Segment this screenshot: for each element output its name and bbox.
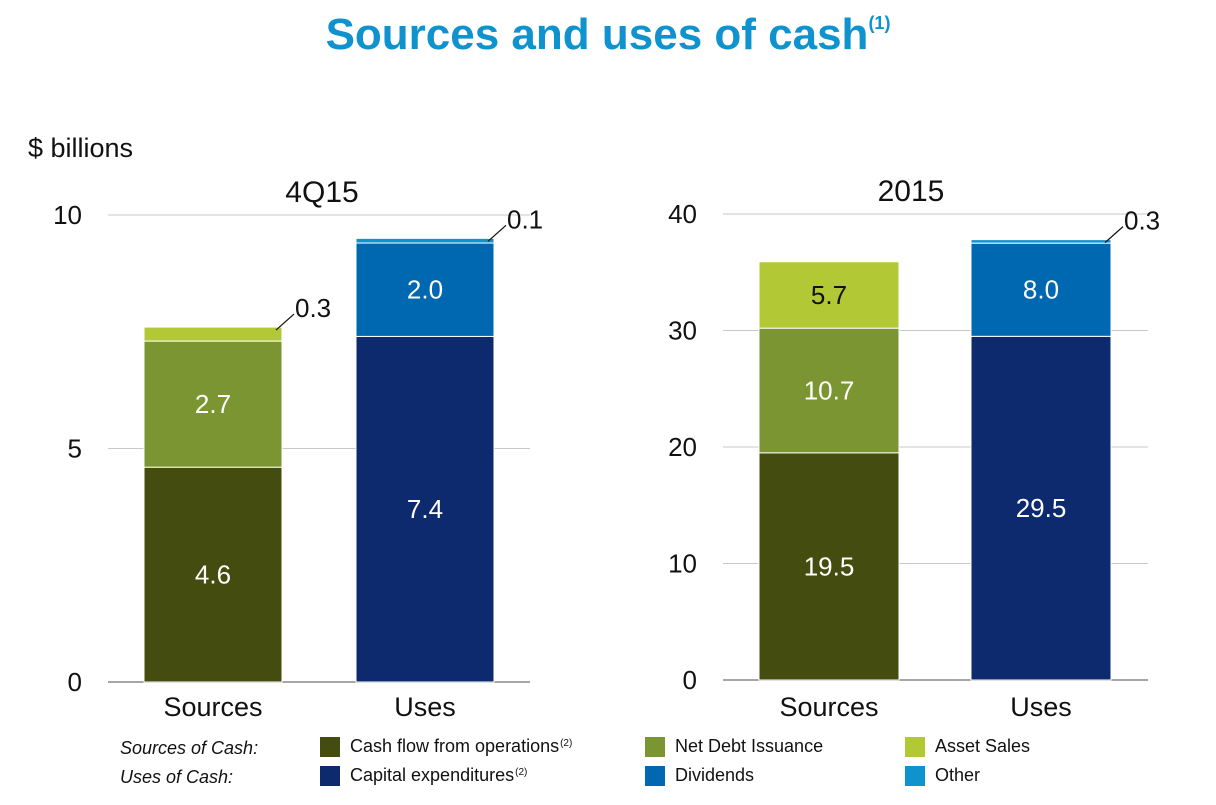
- bar-segment-net-debt-issuance: [143, 340, 283, 468]
- legend-uses-label: Uses of Cash:: [120, 767, 234, 787]
- y-tick-label: 10: [668, 549, 697, 579]
- data-label: 2.0: [407, 275, 443, 305]
- title-text: Sources and uses of cash: [325, 10, 869, 59]
- legend-swatch-icon: [320, 765, 340, 786]
- legend-label: Capital expenditures: [350, 765, 515, 785]
- category-label: Sources: [163, 692, 262, 722]
- callout-leader-line: [1104, 226, 1124, 244]
- bar-segment-dividends: [970, 242, 1112, 337]
- data-label: 10.7: [804, 375, 855, 405]
- bar-segment-asset-sales: [758, 261, 900, 329]
- legend-label: Net Debt Issuance: [675, 736, 824, 756]
- legend-label: Asset Sales: [935, 736, 1031, 756]
- category-label: Uses: [394, 692, 456, 722]
- y-tick-label: 40: [668, 199, 697, 229]
- legend-item-capital-expenditures: Capital expenditures (2): [320, 765, 527, 786]
- units-label: $ billions: [28, 133, 134, 163]
- legend-swatch-icon: [905, 736, 925, 757]
- legend-label: Other: [935, 765, 981, 785]
- data-label: 4.6: [195, 560, 231, 590]
- legend-label: Cash flow from operations: [350, 736, 560, 756]
- data-label: 5.7: [811, 280, 847, 310]
- data-label: 7.4: [407, 494, 443, 524]
- legend-item-net-debt-issuance: Net Debt Issuance: [645, 736, 823, 757]
- bar-segment-other: [355, 237, 495, 244]
- y-tick-label: 5: [68, 434, 82, 464]
- data-label: 0.1: [507, 204, 543, 234]
- data-label: 8.0: [1023, 275, 1059, 305]
- bar-segment-dividends: [355, 242, 495, 337]
- legend-item-asset-sales: Asset Sales: [905, 736, 1030, 757]
- bar-segment-other: [970, 239, 1112, 244]
- legend-swatch-icon: [320, 736, 340, 757]
- chart-title: 2015: [878, 175, 945, 208]
- category-label: Uses: [1010, 692, 1072, 722]
- chart-title: 4Q15: [285, 176, 358, 209]
- page-title: Sources and uses of cash(1): [0, 10, 1216, 60]
- legend-footnote: (2): [515, 767, 528, 778]
- category-label: Sources: [779, 692, 878, 722]
- y-tick-label: 10: [53, 200, 82, 230]
- data-label: 29.5: [1016, 493, 1067, 523]
- legend-swatch-icon: [905, 765, 925, 786]
- legend-label: Dividends: [675, 765, 755, 785]
- bar-segment-cash-flow-from-operations: [143, 466, 283, 683]
- legend-swatch-icon: [645, 765, 665, 786]
- legend-footnote: (2): [560, 738, 573, 749]
- data-label: 0.3: [295, 293, 331, 323]
- bar-segment-asset-sales: [143, 326, 283, 342]
- data-label: 0.3: [1124, 206, 1160, 236]
- y-tick-label: 0: [68, 667, 82, 697]
- bar-segment-cash-flow-from-operations: [758, 452, 900, 681]
- data-label: 19.5: [804, 551, 855, 581]
- y-tick-label: 20: [668, 432, 697, 462]
- legend-item-cash-flow-from-operations: Cash flow from operations (2): [320, 736, 572, 757]
- bar-segment-capital-expenditures: [970, 335, 1112, 681]
- callout-leader-line: [487, 224, 507, 242]
- charts-canvas: 0 5 10 4Q15 4.6 2.7 0.3 Sources 7.4 2.0 0.1 Uses 0 10…: [53, 175, 1160, 722]
- y-tick-label: 0: [683, 665, 697, 695]
- title-footnote: (1): [868, 13, 891, 34]
- bar-segment-net-debt-issuance: [758, 327, 900, 454]
- legend-item-other: Other: [905, 765, 980, 786]
- legend: Sources of Cash: Uses of Cash: Cash flow…: [0, 732, 1216, 792]
- y-tick-label: 30: [668, 316, 697, 346]
- data-label: 2.7: [195, 389, 231, 419]
- legend-item-dividends: Dividends: [645, 765, 754, 786]
- legend-sources-label: Sources of Cash:: [120, 738, 259, 758]
- legend-swatch-icon: [645, 736, 665, 757]
- bar-segment-capital-expenditures: [355, 335, 495, 683]
- callout-leader-line: [275, 313, 295, 331]
